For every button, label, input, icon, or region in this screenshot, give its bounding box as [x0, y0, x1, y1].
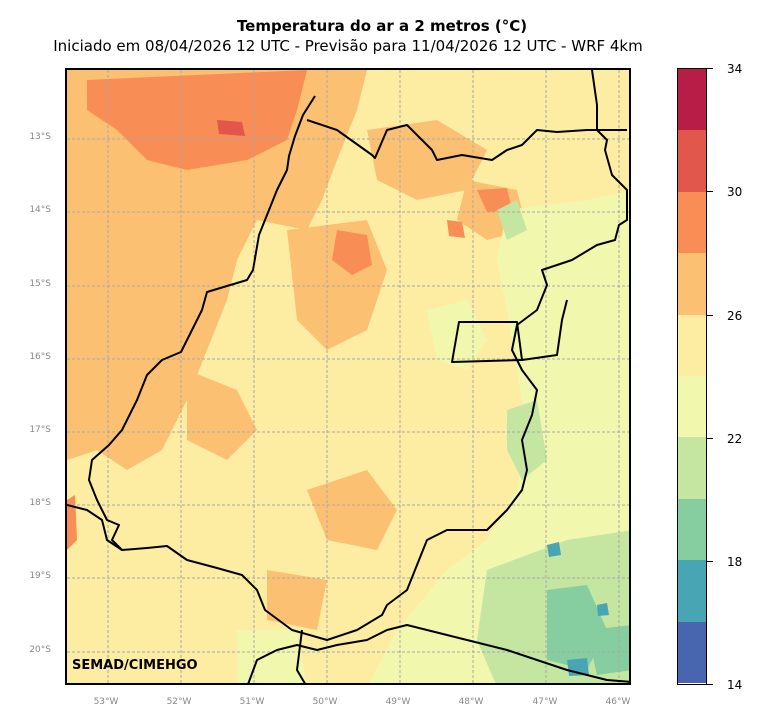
colorbar-tick — [707, 191, 713, 192]
colorbar-label-22: 22 — [727, 432, 743, 446]
lon-label-50w: 50°W — [312, 697, 338, 707]
colorbar-tick — [707, 315, 713, 316]
lon-label-51w: 51°W — [239, 697, 265, 707]
temperature-field — [67, 70, 629, 683]
colorbar-segment — [678, 191, 706, 254]
colorbar-label-14: 14 — [727, 678, 743, 692]
lon-label-48w: 48°W — [458, 697, 484, 707]
colorbar — [677, 68, 707, 685]
lon-label-49w: 49°W — [385, 697, 411, 707]
colorbar-segment — [678, 69, 706, 131]
colorbar-segment — [678, 130, 706, 193]
lat-label-16s: 16°S — [29, 352, 51, 362]
colorbar-segment — [678, 560, 706, 623]
lon-label-47w: 47°W — [532, 697, 558, 707]
colorbar-segment — [678, 498, 706, 561]
lat-label-19s: 19°S — [29, 571, 51, 581]
colorbar-segment — [678, 314, 706, 377]
colorbar-label-18: 18 — [727, 555, 743, 569]
lon-label-53w: 53°W — [93, 697, 119, 707]
colorbar-segment — [678, 253, 706, 316]
colorbar-label-26: 26 — [727, 309, 743, 323]
map-title: Temperatura do ar a 2 metros (°C) — [236, 17, 528, 35]
colorbar-tick — [707, 684, 713, 685]
lat-label-15s: 15°S — [29, 279, 51, 289]
colorbar-segment — [678, 621, 706, 684]
lat-label-20s: 20°S — [29, 645, 51, 655]
colorbar-tick — [707, 68, 713, 69]
colorbar-segment — [678, 437, 706, 500]
lat-label-13s: 13°S — [29, 132, 51, 142]
temperature-map — [65, 68, 631, 685]
lon-label-52w: 52°W — [166, 697, 192, 707]
credit-label: SEMAD/CIMEHGO — [72, 658, 198, 673]
map-subtitle: Iniciado em 08/04/2026 12 UTC - Previsão… — [53, 37, 643, 55]
colorbar-tick — [707, 438, 713, 439]
lat-label-17s: 17°S — [29, 425, 51, 435]
lat-label-18s: 18°S — [29, 498, 51, 508]
colorbar-segment — [678, 376, 706, 438]
colorbar-label-30: 30 — [727, 185, 743, 199]
colorbar-label-34: 34 — [727, 62, 743, 76]
lat-label-14s: 14°S — [29, 205, 51, 215]
lon-label-46w: 46°W — [605, 697, 631, 707]
colorbar-tick — [707, 561, 713, 562]
